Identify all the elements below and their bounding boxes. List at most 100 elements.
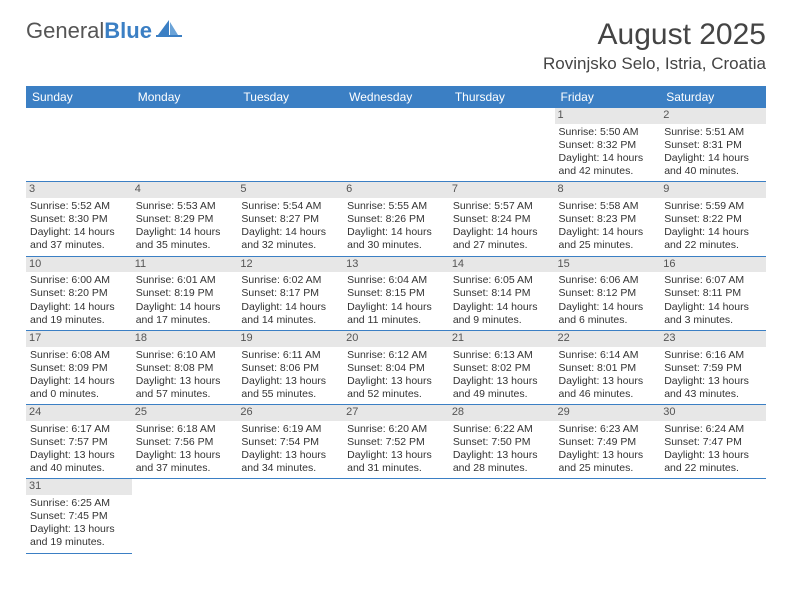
calendar-row: 31Sunrise: 6:25 AMSunset: 7:45 PMDayligh… <box>26 479 766 553</box>
weekday-header: Saturday <box>660 86 766 108</box>
day-number: 25 <box>132 405 238 421</box>
sunrise-text: Sunrise: 6:02 AM <box>241 274 339 287</box>
calendar-empty <box>343 479 449 553</box>
sunset-text: Sunset: 7:57 PM <box>30 436 128 449</box>
calendar-day: 20Sunrise: 6:12 AMSunset: 8:04 PMDayligh… <box>343 330 449 404</box>
sunset-text: Sunset: 8:24 PM <box>453 213 551 226</box>
calendar-day: 11Sunrise: 6:01 AMSunset: 8:19 PMDayligh… <box>132 256 238 330</box>
sail-icon <box>156 18 182 44</box>
daylight-text: Daylight: 14 hours and 30 minutes. <box>347 226 445 252</box>
calendar-empty <box>660 479 766 553</box>
sunset-text: Sunset: 8:06 PM <box>241 362 339 375</box>
sunrise-text: Sunrise: 6:22 AM <box>453 423 551 436</box>
daylight-text: Daylight: 14 hours and 40 minutes. <box>664 152 762 178</box>
title-block: August 2025 Rovinjsko Selo, Istria, Croa… <box>543 18 766 74</box>
daylight-text: Daylight: 14 hours and 0 minutes. <box>30 375 128 401</box>
calendar-empty <box>555 479 661 553</box>
day-number: 6 <box>343 182 449 198</box>
calendar-empty: . <box>449 108 555 182</box>
daylight-text: Daylight: 14 hours and 17 minutes. <box>136 301 234 327</box>
sunset-text: Sunset: 8:22 PM <box>664 213 762 226</box>
sunrise-text: Sunrise: 6:05 AM <box>453 274 551 287</box>
daylight-text: Daylight: 13 hours and 37 minutes. <box>136 449 234 475</box>
sunrise-text: Sunrise: 6:24 AM <box>664 423 762 436</box>
daylight-text: Daylight: 13 hours and 57 minutes. <box>136 375 234 401</box>
day-number: 3 <box>26 182 132 198</box>
sunset-text: Sunset: 7:52 PM <box>347 436 445 449</box>
page-subtitle: Rovinjsko Selo, Istria, Croatia <box>543 54 766 74</box>
sunrise-text: Sunrise: 6:20 AM <box>347 423 445 436</box>
day-number: 17 <box>26 331 132 347</box>
daylight-text: Daylight: 13 hours and 28 minutes. <box>453 449 551 475</box>
sunset-text: Sunset: 8:17 PM <box>241 287 339 300</box>
calendar-day: 2Sunrise: 5:51 AMSunset: 8:31 PMDaylight… <box>660 108 766 182</box>
calendar-day: 17Sunrise: 6:08 AMSunset: 8:09 PMDayligh… <box>26 330 132 404</box>
daylight-text: Daylight: 14 hours and 9 minutes. <box>453 301 551 327</box>
calendar-day: 24Sunrise: 6:17 AMSunset: 7:57 PMDayligh… <box>26 405 132 479</box>
day-number: 15 <box>555 257 661 273</box>
sunset-text: Sunset: 8:09 PM <box>30 362 128 375</box>
daylight-text: Daylight: 13 hours and 22 minutes. <box>664 449 762 475</box>
calendar-day: 25Sunrise: 6:18 AMSunset: 7:56 PMDayligh… <box>132 405 238 479</box>
sunset-text: Sunset: 8:01 PM <box>559 362 657 375</box>
daylight-text: Daylight: 13 hours and 31 minutes. <box>347 449 445 475</box>
day-number: 5 <box>237 182 343 198</box>
sunrise-text: Sunrise: 6:16 AM <box>664 349 762 362</box>
sunset-text: Sunset: 8:32 PM <box>559 139 657 152</box>
sunset-text: Sunset: 7:45 PM <box>30 510 128 523</box>
sunset-text: Sunset: 8:30 PM <box>30 213 128 226</box>
sunrise-text: Sunrise: 6:10 AM <box>136 349 234 362</box>
calendar-day: 4Sunrise: 5:53 AMSunset: 8:29 PMDaylight… <box>132 182 238 256</box>
sunset-text: Sunset: 8:20 PM <box>30 287 128 300</box>
sunset-text: Sunset: 7:59 PM <box>664 362 762 375</box>
calendar-day: 21Sunrise: 6:13 AMSunset: 8:02 PMDayligh… <box>449 330 555 404</box>
sunset-text: Sunset: 7:54 PM <box>241 436 339 449</box>
calendar-day: 3Sunrise: 5:52 AMSunset: 8:30 PMDaylight… <box>26 182 132 256</box>
calendar-empty <box>449 479 555 553</box>
day-number: 24 <box>26 405 132 421</box>
sunrise-text: Sunrise: 6:11 AM <box>241 349 339 362</box>
day-number: 4 <box>132 182 238 198</box>
logo-text-2: Blue <box>104 18 152 44</box>
daylight-text: Daylight: 13 hours and 40 minutes. <box>30 449 128 475</box>
calendar-day: 30Sunrise: 6:24 AMSunset: 7:47 PMDayligh… <box>660 405 766 479</box>
day-number: 16 <box>660 257 766 273</box>
calendar-row: 3Sunrise: 5:52 AMSunset: 8:30 PMDaylight… <box>26 182 766 256</box>
calendar-day: 6Sunrise: 5:55 AMSunset: 8:26 PMDaylight… <box>343 182 449 256</box>
daylight-text: Daylight: 13 hours and 49 minutes. <box>453 375 551 401</box>
calendar-day: 28Sunrise: 6:22 AMSunset: 7:50 PMDayligh… <box>449 405 555 479</box>
daylight-text: Daylight: 13 hours and 43 minutes. <box>664 375 762 401</box>
daylight-text: Daylight: 13 hours and 34 minutes. <box>241 449 339 475</box>
day-number: 26 <box>237 405 343 421</box>
calendar-day: 9Sunrise: 5:59 AMSunset: 8:22 PMDaylight… <box>660 182 766 256</box>
calendar-day: 1Sunrise: 5:50 AMSunset: 8:32 PMDaylight… <box>555 108 661 182</box>
calendar-day: 13Sunrise: 6:04 AMSunset: 8:15 PMDayligh… <box>343 256 449 330</box>
calendar-table: SundayMondayTuesdayWednesdayThursdayFrid… <box>26 86 766 554</box>
sunrise-text: Sunrise: 5:58 AM <box>559 200 657 213</box>
sunset-text: Sunset: 8:12 PM <box>559 287 657 300</box>
daylight-text: Daylight: 13 hours and 55 minutes. <box>241 375 339 401</box>
sunrise-text: Sunrise: 5:57 AM <box>453 200 551 213</box>
daylight-text: Daylight: 13 hours and 52 minutes. <box>347 375 445 401</box>
sunset-text: Sunset: 8:31 PM <box>664 139 762 152</box>
weekday-header: Wednesday <box>343 86 449 108</box>
sunrise-text: Sunrise: 6:07 AM <box>664 274 762 287</box>
sunset-text: Sunset: 8:14 PM <box>453 287 551 300</box>
calendar-day: 15Sunrise: 6:06 AMSunset: 8:12 PMDayligh… <box>555 256 661 330</box>
sunrise-text: Sunrise: 6:06 AM <box>559 274 657 287</box>
day-number: 7 <box>449 182 555 198</box>
day-number: 11 <box>132 257 238 273</box>
calendar-empty: . <box>237 108 343 182</box>
daylight-text: Daylight: 14 hours and 3 minutes. <box>664 301 762 327</box>
day-number: 14 <box>449 257 555 273</box>
calendar-day: 18Sunrise: 6:10 AMSunset: 8:08 PMDayligh… <box>132 330 238 404</box>
page-title: August 2025 <box>543 18 766 52</box>
daylight-text: Daylight: 13 hours and 46 minutes. <box>559 375 657 401</box>
sunrise-text: Sunrise: 6:25 AM <box>30 497 128 510</box>
sunset-text: Sunset: 8:23 PM <box>559 213 657 226</box>
sunset-text: Sunset: 8:26 PM <box>347 213 445 226</box>
calendar-day: 8Sunrise: 5:58 AMSunset: 8:23 PMDaylight… <box>555 182 661 256</box>
sunrise-text: Sunrise: 6:23 AM <box>559 423 657 436</box>
day-number: 27 <box>343 405 449 421</box>
weekday-header: Sunday <box>26 86 132 108</box>
